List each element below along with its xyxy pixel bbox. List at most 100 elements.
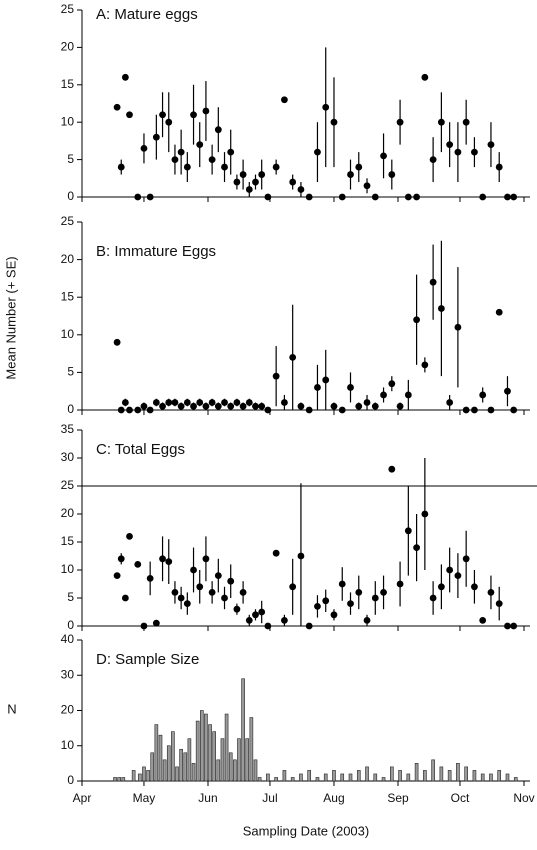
point bbox=[355, 163, 363, 171]
point bbox=[221, 594, 228, 602]
bar bbox=[199, 710, 204, 782]
bar bbox=[220, 738, 225, 782]
point bbox=[421, 361, 429, 369]
point bbox=[510, 406, 518, 414]
point bbox=[454, 572, 462, 579]
panel-title: A: Mature eggs bbox=[96, 6, 198, 23]
point bbox=[171, 156, 179, 164]
bar bbox=[315, 777, 320, 782]
bar bbox=[497, 770, 502, 782]
point bbox=[190, 402, 197, 410]
bar bbox=[381, 777, 386, 782]
point bbox=[177, 402, 185, 410]
point bbox=[305, 622, 313, 630]
point bbox=[388, 171, 396, 178]
bar bbox=[253, 759, 258, 782]
bar bbox=[282, 770, 287, 782]
x-tick-label: Nov bbox=[513, 791, 534, 805]
y-axis-label: Mean Number (+ SE) bbox=[3, 256, 18, 379]
bar bbox=[323, 773, 328, 782]
y-tick-label: 10 bbox=[61, 738, 75, 752]
bar bbox=[162, 759, 167, 782]
bar bbox=[464, 766, 468, 782]
point bbox=[297, 552, 305, 560]
point bbox=[214, 402, 222, 410]
point bbox=[245, 617, 253, 624]
bar bbox=[513, 777, 518, 782]
point bbox=[396, 580, 404, 588]
point bbox=[281, 399, 288, 406]
point bbox=[413, 193, 420, 201]
point bbox=[413, 316, 420, 324]
y-tick-label: 25 bbox=[61, 2, 75, 16]
point bbox=[504, 193, 511, 201]
point bbox=[113, 572, 121, 579]
y-tick-label: 25 bbox=[61, 478, 75, 492]
point bbox=[371, 193, 379, 201]
point bbox=[437, 583, 445, 591]
point bbox=[322, 376, 330, 384]
bar bbox=[241, 678, 245, 782]
point bbox=[146, 406, 154, 414]
point bbox=[404, 391, 412, 399]
y-tick-label: 5 bbox=[67, 590, 74, 604]
point bbox=[245, 186, 253, 193]
bar bbox=[146, 770, 150, 782]
point bbox=[239, 589, 247, 596]
point bbox=[446, 566, 454, 574]
bar bbox=[505, 773, 510, 782]
bar bbox=[187, 738, 192, 782]
point bbox=[152, 399, 160, 406]
point bbox=[314, 603, 321, 610]
point bbox=[388, 380, 396, 388]
bar bbox=[398, 770, 402, 782]
point bbox=[330, 402, 338, 410]
point bbox=[487, 406, 495, 414]
point bbox=[258, 402, 266, 410]
point bbox=[446, 141, 454, 149]
bar bbox=[307, 770, 311, 782]
point bbox=[196, 141, 204, 149]
y-tick-label: 20 bbox=[61, 252, 75, 266]
point bbox=[504, 622, 511, 630]
panel-title: B: Immature Eggs bbox=[96, 243, 216, 260]
bar bbox=[249, 717, 254, 782]
point bbox=[214, 126, 222, 134]
point bbox=[429, 594, 437, 602]
point bbox=[121, 399, 129, 406]
point bbox=[446, 399, 454, 406]
point bbox=[471, 406, 478, 414]
point bbox=[159, 402, 166, 410]
point bbox=[113, 103, 121, 111]
bar bbox=[204, 713, 208, 782]
y-tick-label: 35 bbox=[61, 422, 75, 436]
point bbox=[363, 617, 371, 624]
point bbox=[208, 399, 216, 406]
y-tick-label: 0 bbox=[67, 189, 74, 203]
bar bbox=[228, 752, 233, 782]
point bbox=[165, 399, 173, 406]
bar bbox=[365, 766, 369, 782]
x-tick-label: Jul bbox=[262, 791, 277, 805]
bar bbox=[175, 766, 179, 782]
point bbox=[252, 402, 259, 410]
bar bbox=[266, 773, 270, 782]
bar bbox=[290, 777, 295, 782]
x-tick-label: Apr bbox=[73, 791, 92, 805]
point bbox=[264, 193, 272, 201]
point bbox=[479, 193, 487, 201]
point bbox=[146, 193, 154, 201]
y-tick-label: 10 bbox=[61, 327, 75, 341]
point bbox=[258, 608, 266, 616]
point bbox=[495, 600, 503, 607]
point bbox=[297, 402, 305, 410]
bar bbox=[274, 777, 278, 782]
bar bbox=[138, 773, 142, 782]
point bbox=[363, 182, 371, 190]
point bbox=[479, 617, 487, 624]
point bbox=[140, 144, 148, 152]
point bbox=[258, 171, 266, 178]
bar bbox=[414, 763, 419, 782]
bar bbox=[447, 770, 452, 782]
